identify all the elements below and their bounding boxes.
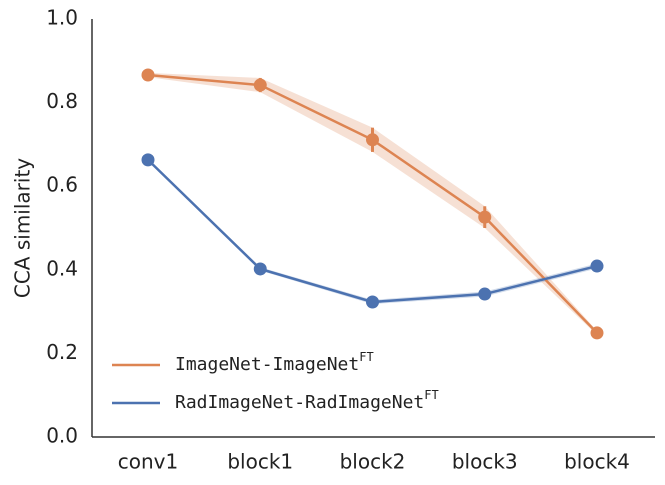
point: [590, 259, 604, 273]
y-axis-label: CCA similarity: [11, 158, 35, 298]
point: [141, 68, 155, 82]
point: [253, 262, 267, 276]
legend-superscript: FT: [359, 350, 373, 364]
point: [141, 153, 155, 167]
x-tick-label: block2: [340, 450, 406, 474]
point: [478, 287, 492, 301]
point: [366, 295, 379, 309]
point: [366, 133, 379, 147]
x-tick-label: block4: [564, 450, 630, 474]
y-tick-label: 0.0: [46, 424, 78, 448]
x-tick-label: block1: [227, 450, 293, 474]
legend-superscript: FT: [424, 388, 438, 402]
point: [253, 78, 267, 92]
point: [478, 210, 492, 224]
y-tick-label: 1.0: [46, 6, 78, 30]
series-line: [147, 73, 598, 334]
legend-label: ImageNet-ImageNetFT: [175, 350, 374, 376]
x-tick-label: block3: [452, 450, 518, 474]
y-tick-label: 0.2: [46, 340, 78, 364]
legend-label: RadImageNet-RadImageNetFT: [175, 388, 439, 414]
y-tick-label: 0.4: [46, 256, 78, 280]
y-tick-label: 0.8: [46, 89, 78, 113]
legend-name: ImageNet-ImageNet: [175, 354, 359, 375]
point: [590, 326, 604, 340]
x-tick-label: conv1: [118, 450, 178, 474]
legend-name: RadImageNet-RadImageNet: [175, 392, 424, 413]
y-tick-label: 0.6: [46, 173, 78, 197]
